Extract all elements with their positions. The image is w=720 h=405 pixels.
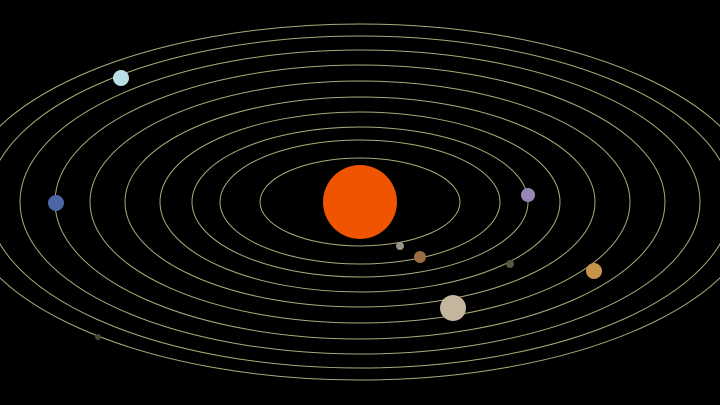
orbit-ring-9 (0, 35, 720, 369)
planet-5 (440, 295, 466, 321)
planet-2 (414, 251, 426, 263)
orbit-ring-1 (259, 157, 461, 247)
sun (323, 165, 397, 239)
planet-3 (506, 260, 514, 268)
planet-8 (48, 195, 64, 211)
orbit-ring-8 (19, 49, 701, 355)
orbit-ring-6 (89, 80, 631, 324)
orbit-ring-10 (0, 23, 720, 381)
orbit-ring-4 (159, 111, 561, 293)
orbit-ring-2 (219, 139, 501, 265)
planet-9 (95, 334, 101, 340)
planet-7 (113, 70, 129, 86)
planet-4 (521, 188, 535, 202)
planet-1 (396, 242, 404, 250)
planet-6 (586, 263, 602, 279)
orbit-ring-5 (124, 96, 596, 308)
